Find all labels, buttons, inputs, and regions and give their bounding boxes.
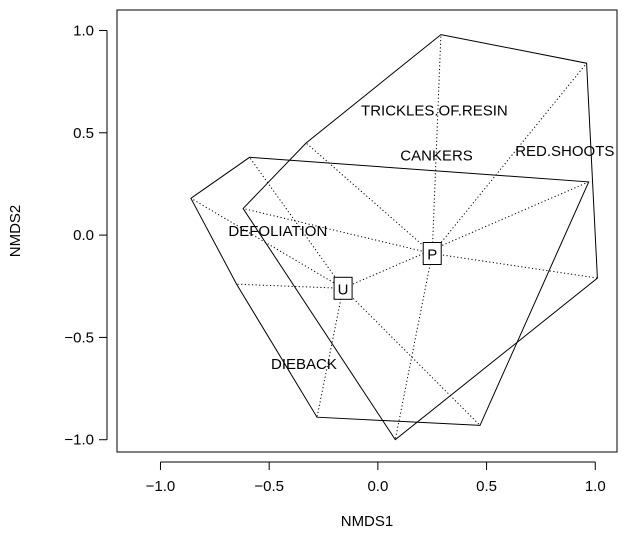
spider-line-p xyxy=(432,253,598,279)
centroid-box-p xyxy=(422,242,442,266)
y-axis-title: NMDS2 xyxy=(7,205,24,258)
y-tick-label: −1.0 xyxy=(64,432,94,449)
spider-line-u xyxy=(316,288,344,418)
spider-line-u xyxy=(236,283,344,289)
variable-label: RED.SHOOTS xyxy=(515,143,614,160)
x-tick-label: −1.0 xyxy=(146,478,176,495)
variable-label: DEFOLIATION xyxy=(228,223,327,240)
plot-frame-layer xyxy=(116,9,618,453)
y-tick-label: 0.5 xyxy=(73,125,94,142)
y-tick-label: 1.0 xyxy=(73,22,94,39)
centroid-box-u xyxy=(333,276,353,300)
hull-u xyxy=(190,156,590,426)
centroid-label-p: P xyxy=(427,247,437,264)
spider-lines-layer xyxy=(190,34,598,440)
spider-line-u xyxy=(190,197,344,289)
x-axis-title: NMDS1 xyxy=(341,513,394,530)
spider-line-p xyxy=(394,253,433,440)
spider-line-u xyxy=(249,157,344,289)
hulls-layer xyxy=(190,34,598,441)
variable-label: TRICKLES.OF.RESIN xyxy=(361,102,508,119)
centroid-label-u: U xyxy=(338,281,349,298)
y-tick-label: 0.0 xyxy=(73,227,94,244)
y-tick-label: −0.5 xyxy=(64,329,94,346)
spider-line-p xyxy=(305,142,433,254)
spider-line-p xyxy=(431,62,587,254)
x-tick-label: 1.0 xyxy=(585,478,606,495)
spider-line-p xyxy=(431,34,442,254)
variable-label: DIEBACK xyxy=(271,356,337,373)
x-tick-label: −0.5 xyxy=(254,478,284,495)
x-tick-label: 0.0 xyxy=(367,478,388,495)
x-tick-label: 0.5 xyxy=(476,478,497,495)
centroids-layer: UP xyxy=(333,242,442,300)
plot-box xyxy=(116,9,618,453)
variable-labels-layer: TRICKLES.OF.RESIN CANKERS RED.SHOOTS DEFOLI… xyxy=(228,102,614,373)
hull-p xyxy=(242,34,598,441)
axes-layer: −1.0 −0.5 0.0 0.5 1.0 −1.0 −0.5 0.0 0.5 1.0 xyxy=(64,22,605,495)
variable-label: CANKERS xyxy=(400,147,473,164)
spider-line-u xyxy=(342,181,589,289)
spider-line-p xyxy=(242,208,433,254)
